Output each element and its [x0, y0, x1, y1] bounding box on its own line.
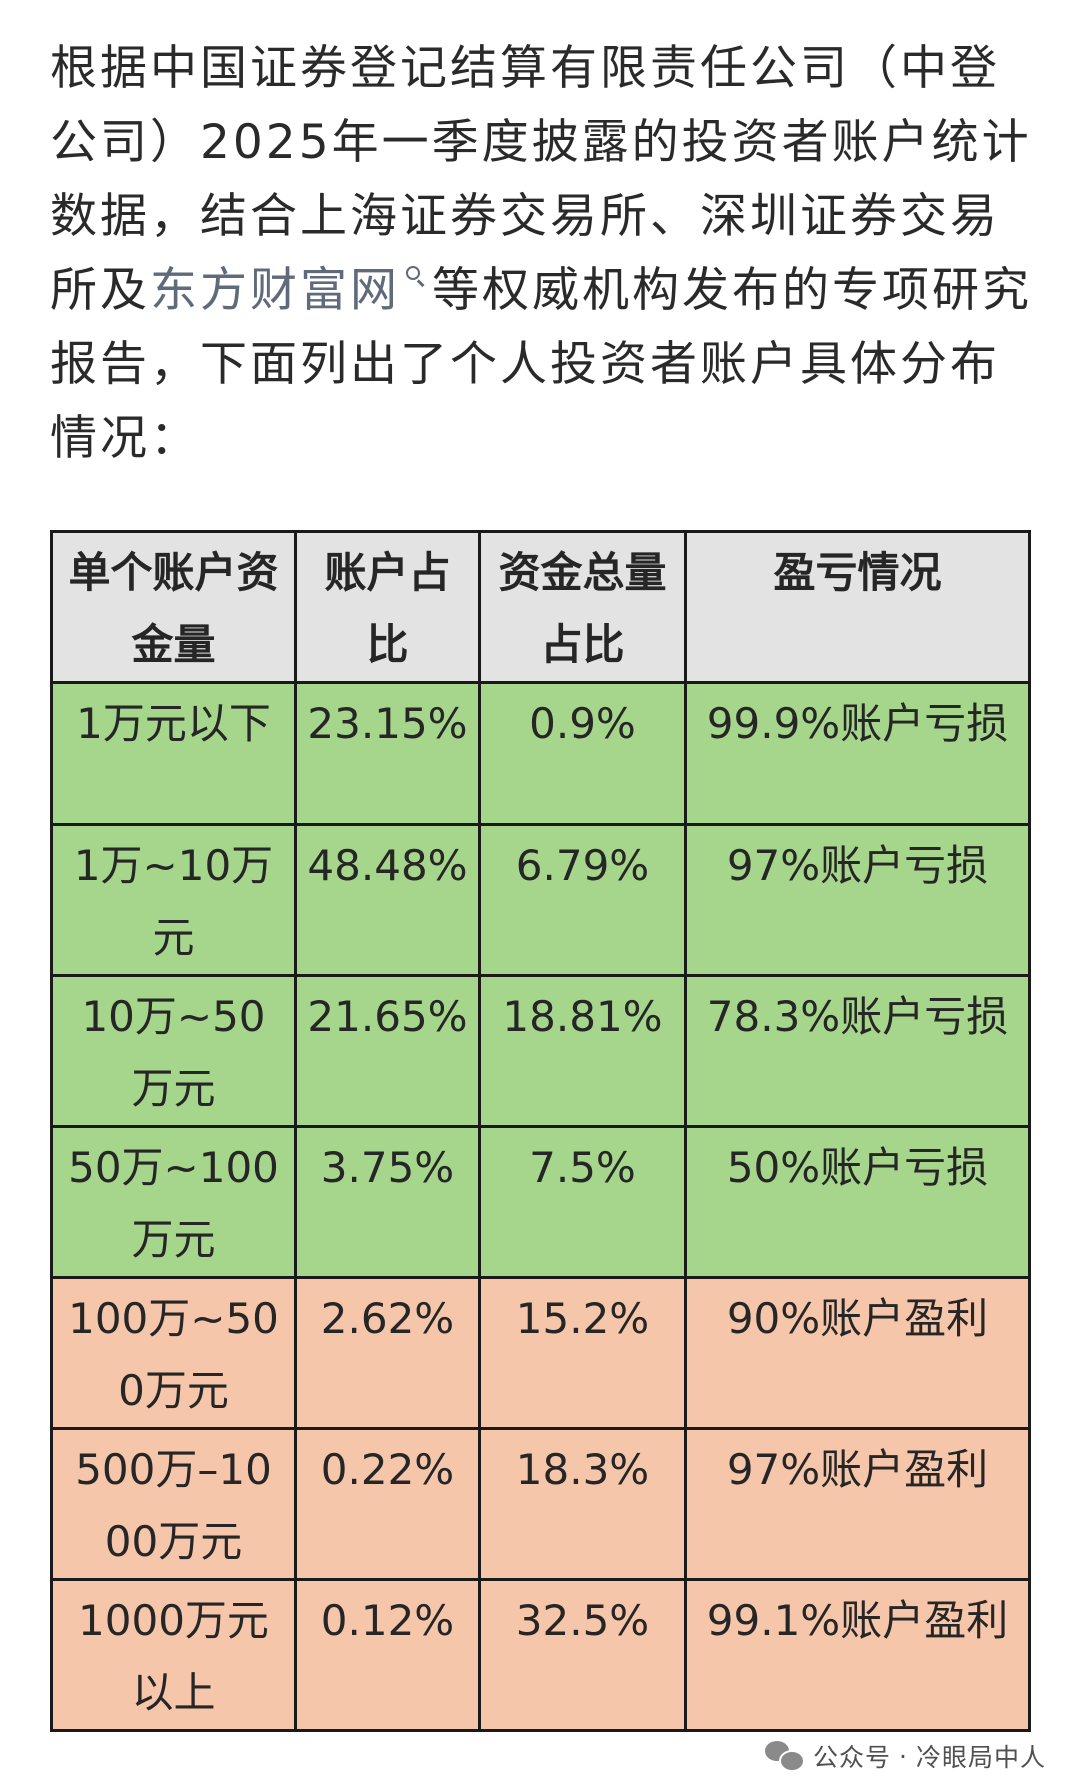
intro-text-before-link: 根据中国证券登记结算有限责任公司（中登公司）2025年一季度披露的投资者账户统计… [50, 41, 1032, 318]
cell-outcome: 99.1%账户盈利 [684, 1578, 1031, 1732]
source-link[interactable]: 东方财富网 [150, 263, 400, 318]
table-row: 1万元以下 23.15% 0.9% 99.9%账户亏损 [50, 681, 1031, 826]
header-outcome: 盈亏情况 [684, 530, 1031, 684]
table-row: 1万~10万元 48.48% 6.79% 97%账户亏损 [50, 823, 1031, 977]
cell-fund-share: 15.2% [478, 1276, 687, 1430]
cell-outcome: 50%账户亏损 [684, 1125, 1031, 1279]
cell-fund-size: 1000万元以上 [50, 1578, 297, 1732]
cell-account-share: 23.15% [294, 681, 481, 826]
cell-outcome: 97%账户亏损 [684, 823, 1031, 977]
cell-outcome: 78.3%账户亏损 [684, 974, 1031, 1128]
cell-fund-share: 6.79% [478, 823, 687, 977]
cell-account-share: 48.48% [294, 823, 481, 977]
cell-fund-size: 10万~50万元 [50, 974, 297, 1128]
investor-distribution-table: 单个账户资金量 账户占比 资金总量占比 盈亏情况 1万元以下 23.15% 0.… [50, 530, 1031, 1732]
cell-outcome: 99.9%账户亏损 [684, 681, 1031, 826]
watermark-separator: · [899, 1741, 908, 1771]
table-header-row: 单个账户资金量 账户占比 资金总量占比 盈亏情况 [50, 530, 1031, 684]
cell-account-share: 0.12% [294, 1578, 481, 1732]
table-row: 500万–1000万元 0.22% 18.3% 97%账户盈利 [50, 1427, 1031, 1581]
cell-fund-share: 18.81% [478, 974, 687, 1128]
cell-fund-size: 500万–1000万元 [50, 1427, 297, 1581]
watermark: 公众号 · 冷眼局中人 [765, 1738, 1046, 1774]
header-fund-size: 单个账户资金量 [50, 530, 297, 684]
cell-account-share: 2.62% [294, 1276, 481, 1430]
cell-account-share: 0.22% [294, 1427, 481, 1581]
cell-fund-size: 50万~100万元 [50, 1125, 297, 1279]
cell-outcome: 97%账户盈利 [684, 1427, 1031, 1581]
cell-fund-share: 18.3% [478, 1427, 687, 1581]
cell-account-share: 3.75% [294, 1125, 481, 1279]
header-account-share: 账户占比 [294, 530, 481, 684]
cell-outcome: 90%账户盈利 [684, 1276, 1031, 1430]
watermark-account: 冷眼局中人 [915, 1743, 1046, 1772]
intro-text-after-link: 等权威机构发布的专项研究报告，下面列出了个人投资者账户具体分布情况： [50, 263, 1032, 466]
cell-fund-share: 7.5% [478, 1125, 687, 1279]
cell-fund-size: 100万~500万元 [50, 1276, 297, 1430]
cell-fund-size: 1万~10万元 [50, 823, 297, 977]
cell-fund-share: 0.9% [478, 681, 687, 826]
search-icon[interactable] [404, 254, 430, 294]
table-row: 100万~500万元 2.62% 15.2% 90%账户盈利 [50, 1276, 1031, 1430]
watermark-label: 公众号 [813, 1743, 892, 1772]
table-row: 1000万元以上 0.12% 32.5% 99.1%账户盈利 [50, 1578, 1031, 1732]
table-row: 10万~50万元 21.65% 18.81% 78.3%账户亏损 [50, 974, 1031, 1128]
header-fund-share: 资金总量占比 [478, 530, 687, 684]
intro-paragraph: 根据中国证券登记结算有限责任公司（中登公司）2025年一季度披露的投资者账户统计… [50, 32, 1035, 476]
cell-account-share: 21.65% [294, 974, 481, 1128]
wechat-icon [765, 1741, 806, 1772]
table-row: 50万~100万元 3.75% 7.5% 50%账户亏损 [50, 1125, 1031, 1279]
cell-fund-size: 1万元以下 [50, 681, 297, 826]
cell-fund-share: 32.5% [478, 1578, 687, 1732]
